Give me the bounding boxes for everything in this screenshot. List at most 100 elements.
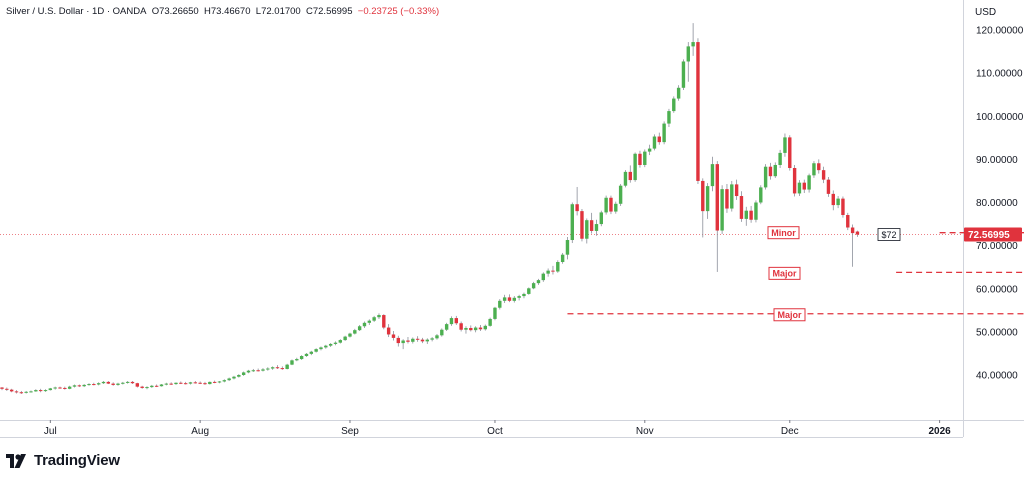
candle-body[interactable] xyxy=(802,182,806,190)
candle-body[interactable] xyxy=(193,382,198,384)
candle-body[interactable] xyxy=(594,224,599,231)
candle-body[interactable] xyxy=(270,367,275,369)
candle-body[interactable] xyxy=(469,327,473,331)
candle-body[interactable] xyxy=(19,392,24,394)
candle-body[interactable] xyxy=(222,380,227,382)
candle-body[interactable] xyxy=(92,384,96,386)
candle-body[interactable] xyxy=(812,163,816,176)
candle-body[interactable] xyxy=(377,315,381,318)
candle-body[interactable] xyxy=(478,327,483,330)
candle-body[interactable] xyxy=(391,334,396,338)
candle-body[interactable] xyxy=(125,381,130,383)
candle-body[interactable] xyxy=(585,220,589,239)
candle-body[interactable] xyxy=(473,327,478,331)
candle-body[interactable] xyxy=(792,168,797,194)
candle-body[interactable] xyxy=(599,212,603,225)
candle-body[interactable] xyxy=(715,164,719,231)
candle-body[interactable] xyxy=(797,182,802,194)
candle-body[interactable] xyxy=(72,385,77,387)
candle-body[interactable] xyxy=(527,288,531,294)
candle-body[interactable] xyxy=(444,324,449,330)
candle-body[interactable] xyxy=(517,296,521,298)
candle-body[interactable] xyxy=(730,184,734,209)
candle-body[interactable] xyxy=(174,382,178,385)
candle-body[interactable] xyxy=(386,327,391,335)
candle-body[interactable] xyxy=(778,152,782,165)
candle-body[interactable] xyxy=(24,391,28,393)
candle-body[interactable] xyxy=(280,368,285,370)
candle-body[interactable] xyxy=(14,391,19,393)
candle-body[interactable] xyxy=(63,387,67,389)
candle-body[interactable] xyxy=(507,297,512,301)
candle-body[interactable] xyxy=(415,338,420,340)
candle-body[interactable] xyxy=(464,327,468,330)
candle-body[interactable] xyxy=(696,42,700,181)
candle-body[interactable] xyxy=(643,151,647,165)
candle-body[interactable] xyxy=(353,330,357,334)
candle-body[interactable] xyxy=(338,340,343,343)
candle-body[interactable] xyxy=(440,329,444,336)
candle-body[interactable] xyxy=(826,179,831,194)
candle-body[interactable] xyxy=(536,280,541,284)
candle-body[interactable] xyxy=(609,197,613,212)
candle-body[interactable] xyxy=(82,384,86,387)
candle-body[interactable] xyxy=(208,381,212,385)
candle-body[interactable] xyxy=(691,42,695,47)
candle-body[interactable] xyxy=(454,318,459,324)
candle-body[interactable] xyxy=(48,388,53,391)
candle-body[interactable] xyxy=(541,273,545,281)
candle-body[interactable] xyxy=(111,383,115,385)
candle-body[interactable] xyxy=(425,339,430,342)
candle-body[interactable] xyxy=(328,343,333,346)
candle-body[interactable] xyxy=(773,164,777,177)
candle-body[interactable] xyxy=(135,383,140,387)
candle-body[interactable] xyxy=(53,387,57,389)
candle-body[interactable] xyxy=(362,322,367,327)
candle-body[interactable] xyxy=(483,325,487,330)
candle-body[interactable] xyxy=(179,382,183,384)
candle-body[interactable] xyxy=(720,189,724,231)
candle-body[interactable] xyxy=(502,297,507,301)
candle-body[interactable] xyxy=(232,376,236,379)
candle-body[interactable] xyxy=(705,186,710,212)
candle-body[interactable] xyxy=(560,254,565,263)
candle-body[interactable] xyxy=(333,342,338,344)
tradingview-logo[interactable]: TradingView xyxy=(6,452,120,469)
candle-body[interactable] xyxy=(575,204,579,212)
candle-body[interactable] xyxy=(275,367,280,369)
candle-body[interactable] xyxy=(614,203,618,212)
candle-body[interactable] xyxy=(855,231,860,235)
candle-body[interactable] xyxy=(749,210,753,220)
candle-body[interactable] xyxy=(348,333,352,337)
candle-body[interactable] xyxy=(817,163,821,171)
candle-body[interactable] xyxy=(768,166,773,177)
candle-body[interactable] xyxy=(841,198,845,216)
candle-body[interactable] xyxy=(29,391,33,393)
candle-body[interactable] xyxy=(831,193,835,206)
candle-body[interactable] xyxy=(681,61,686,88)
candle-body[interactable] xyxy=(565,240,570,255)
candle-body[interactable] xyxy=(38,390,43,392)
candle-body[interactable] xyxy=(261,369,265,371)
candle-body[interactable] xyxy=(367,320,372,323)
candle-body[interactable] xyxy=(106,381,111,384)
candle-body[interactable] xyxy=(788,137,792,168)
candle-body[interactable] xyxy=(846,215,850,228)
candle-body[interactable] xyxy=(744,210,748,219)
candle-body[interactable] xyxy=(319,347,323,350)
candle-body[interactable] xyxy=(295,359,299,361)
candle-body[interactable] xyxy=(754,202,758,220)
candle-body[interactable] xyxy=(251,370,256,372)
candle-body[interactable] xyxy=(246,370,251,373)
candle-body[interactable] xyxy=(237,375,241,377)
candle-body[interactable] xyxy=(382,315,386,328)
candle-body[interactable] xyxy=(783,137,787,153)
candle-body[interactable] xyxy=(522,293,526,297)
candle-body[interactable] xyxy=(638,153,642,165)
candle-body[interactable] xyxy=(556,262,560,272)
candle-body[interactable] xyxy=(343,336,347,341)
candle-body[interactable] xyxy=(531,283,536,289)
candle-body[interactable] xyxy=(850,227,855,234)
candle-body[interactable] xyxy=(145,387,149,389)
candle-body[interactable] xyxy=(34,390,38,392)
